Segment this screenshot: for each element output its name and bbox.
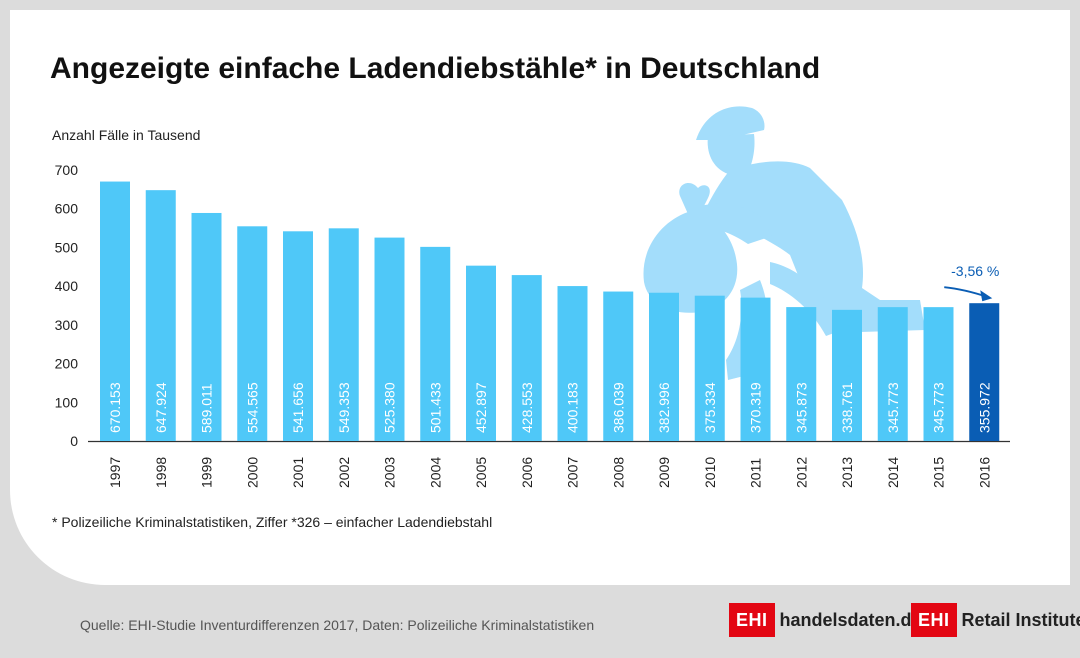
x-tick-label: 2009 [656,457,672,488]
y-tick-label: 300 [55,317,79,333]
bar-value-label: 345.873 [793,382,809,433]
bar-2001 [283,231,313,441]
x-tick-label: 2001 [290,457,306,488]
y-tick-label: 200 [55,356,79,372]
bar-value-label: 670.153 [107,382,123,433]
x-tick-label: 2016 [976,457,992,488]
bar-2012 [786,307,817,441]
bar-2016 [969,303,1000,441]
bar-value-label: 501.433 [427,382,443,433]
bar-2014 [877,307,908,441]
bar-1997 [100,181,130,441]
x-tick-label: 2006 [519,457,535,488]
y-tick-label: 500 [55,239,79,255]
bar-2010 [694,295,725,441]
x-tick-label: 2004 [427,457,443,488]
bar-value-label: 355.972 [976,382,992,433]
ehi-retail-institute-logo[interactable]: EHI Retail Institute® [911,603,1080,637]
bar-2015 [923,307,954,441]
ehi-logo-box: EHI [911,603,957,637]
bar-1998 [145,190,176,441]
x-tick-label: 1999 [199,457,215,488]
bar-value-label: 345.773 [931,382,947,433]
y-axis-label: Anzahl Fälle in Tausend [52,127,201,143]
x-tick-label: 2003 [382,457,398,488]
y-tick-label: 600 [55,201,79,217]
bar-value-label: 525.380 [382,382,398,433]
bar-value-label: 375.334 [702,382,718,433]
bar-value-label: 554.565 [244,382,260,433]
chart-title: Angezeigte einfache Ladendiebstähle* in … [50,52,821,85]
bar-2004 [420,246,451,441]
x-tick-label: 1997 [107,457,123,488]
bar-2007 [557,286,588,441]
bar-value-label: 452.897 [473,382,489,433]
x-tick-label: 2013 [839,457,855,488]
annotation-arrowhead [980,290,993,302]
x-tick-label: 2007 [565,457,581,488]
footnote: * Polizeiliche Kriminalstatistiken, Ziff… [52,514,493,530]
bar-value-label: 541.656 [290,382,306,433]
x-tick-label: 2014 [885,457,901,488]
x-tick-label: 1998 [153,457,169,488]
handelsdaten-logo[interactable]: EHI handelsdaten.de [729,603,922,637]
handelsdaten-logo-text: handelsdaten.de [779,609,922,630]
bar-2000 [237,226,268,441]
x-tick-label: 2010 [702,457,718,488]
bar-value-label: 345.773 [885,382,901,433]
bar-value-label: 647.924 [153,382,169,433]
x-tick-label: 2011 [748,458,764,488]
bar-2009 [649,292,679,441]
bar-value-label: 400.183 [565,382,581,433]
bar-value-label: 589.011 [199,383,215,433]
bar-2013 [832,309,862,441]
y-tick-label: 100 [55,394,79,410]
x-tick-label: 2008 [610,457,626,488]
bar-value-label: 338.761 [839,382,855,433]
y-tick-label: 700 [55,162,79,178]
y-tick-label: 400 [55,278,79,294]
bar-2006 [511,275,542,441]
y-tick-label: 0 [70,433,78,449]
bar-2005 [466,265,496,441]
x-tick-label: 2000 [244,457,260,488]
bar-value-label: 386.039 [610,382,626,433]
bar-2011 [740,297,771,441]
bar-2003 [374,237,405,441]
source-note: Quelle: EHI-Studie Inventurdifferenzen 2… [80,617,595,633]
bar-value-label: 549.353 [336,382,352,433]
bar-value-label: 382.996 [656,382,672,433]
change-annotation: -3,56 % [951,263,999,279]
ehi-logo-box: EHI [729,603,775,637]
x-tick-label: 2005 [473,457,489,488]
bar-2008 [603,291,634,441]
x-tick-label: 2012 [793,457,809,488]
bar-value-label: 428.553 [519,382,535,433]
bar-1999 [191,212,222,441]
bar-2002 [328,228,359,441]
x-tick-label: 2015 [931,457,947,488]
x-tick-label: 2002 [336,457,352,488]
bar-value-label: 370.319 [748,382,764,433]
retail-institute-logo-text: Retail Institute® [961,609,1080,630]
